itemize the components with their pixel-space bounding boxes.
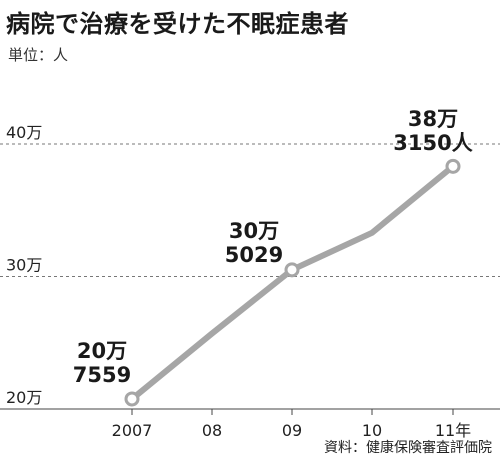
x-tick-label-1: 08 <box>202 421 222 440</box>
data-label-2-line-0: 30万 <box>229 219 279 243</box>
y-tick-label-1: 30万 <box>6 256 42 275</box>
data-point-4 <box>445 158 461 174</box>
x-tick-label-4: 11年 <box>435 421 471 440</box>
data-label-4-line-0: 38万 <box>408 107 458 131</box>
x-tick-label-2: 09 <box>282 421 302 440</box>
x-tick-label-0: 2007 <box>112 421 153 440</box>
data-label-2-line-1: 5029 <box>225 243 283 267</box>
series-line <box>129 163 456 402</box>
y-tick-label-0: 20万 <box>6 388 42 407</box>
data-label-4-line-1: 3150人 <box>393 131 472 155</box>
source-note: 資料：健康保険審査評価院 <box>324 440 492 456</box>
data-point-0 <box>124 391 140 407</box>
x-tick-label-3: 10 <box>362 421 382 440</box>
unit-label: 単位：人 <box>8 46 69 64</box>
data-point-2 <box>284 262 300 278</box>
chart-title: 病院で治療を受けた不眠症患者 <box>6 10 349 38</box>
data-label-0-line-1: 7559 <box>73 363 131 387</box>
y-tick-label-2: 40万 <box>6 123 42 142</box>
data-label-0-line-0: 20万 <box>77 339 127 363</box>
